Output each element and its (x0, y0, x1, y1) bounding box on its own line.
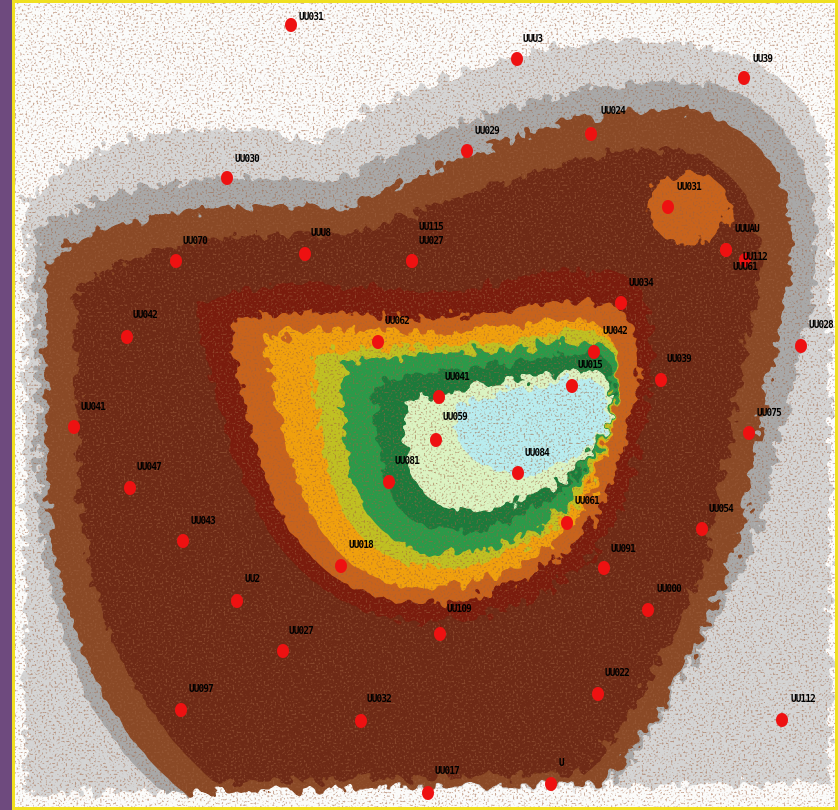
source-marker[interactable] (433, 390, 445, 404)
source-marker[interactable] (512, 466, 524, 480)
source-marker[interactable] (642, 603, 654, 617)
source-marker[interactable] (434, 627, 446, 641)
source-marker[interactable] (355, 714, 367, 728)
source-marker[interactable] (592, 687, 604, 701)
source-label: UU034 (629, 276, 654, 289)
source-label: UU028 (809, 318, 834, 331)
dust-speckle (15, 3, 835, 807)
source-label: UU031 (677, 180, 702, 193)
source-label: UU115 (419, 220, 444, 233)
source-marker[interactable] (175, 703, 187, 717)
source-marker[interactable] (285, 18, 297, 32)
source-label: UU027 (419, 234, 444, 247)
source-marker[interactable] (177, 534, 189, 548)
source-marker[interactable] (121, 330, 133, 344)
source-marker[interactable] (170, 254, 182, 268)
source-label: UU075 (757, 406, 782, 419)
source-marker[interactable] (561, 516, 573, 530)
source-label: UU015 (578, 358, 603, 371)
source-label: UU112 (791, 692, 816, 705)
source-marker[interactable] (511, 52, 523, 66)
source-label: UU043 (191, 514, 216, 527)
source-label: UU042 (603, 324, 628, 337)
source-label: UU097 (189, 682, 214, 695)
source-marker[interactable] (406, 254, 418, 268)
source-label: UUUAU (735, 222, 760, 235)
source-marker[interactable] (299, 247, 311, 261)
source-marker[interactable] (422, 786, 434, 800)
source-label: UU000 (657, 582, 682, 595)
source-label: UU109 (447, 602, 472, 615)
source-label: UU030 (235, 152, 260, 165)
source-label: UU062 (385, 314, 410, 327)
source-marker[interactable] (655, 373, 667, 387)
source-label: UUU3 (523, 32, 543, 45)
source-label: UU041 (81, 400, 106, 413)
source-marker[interactable] (335, 559, 347, 573)
source-label: UU024 (601, 104, 626, 117)
source-label: UU059 (443, 410, 468, 423)
source-marker[interactable] (566, 379, 578, 393)
source-marker[interactable] (383, 475, 395, 489)
source-marker[interactable] (696, 522, 708, 536)
source-label: UU029 (475, 124, 500, 137)
source-label: UU031 (299, 10, 324, 23)
source-label: UU017 (435, 764, 460, 777)
source-marker[interactable] (795, 339, 807, 353)
source-marker[interactable] (221, 171, 233, 185)
source-marker[interactable] (739, 253, 751, 267)
source-label: UUU8 (311, 226, 331, 239)
source-marker[interactable] (662, 200, 674, 214)
source-label: UU084 (525, 446, 550, 459)
source-marker[interactable] (738, 71, 750, 85)
source-label: UU027 (289, 624, 314, 637)
source-label: UU047 (137, 460, 162, 473)
source-label: UU018 (349, 538, 374, 551)
source-marker[interactable] (588, 345, 600, 359)
source-label: UU022 (605, 666, 630, 679)
source-marker[interactable] (743, 426, 755, 440)
source-label: UU061 (575, 494, 600, 507)
source-label: UU39 (753, 52, 773, 65)
source-label: UU081 (395, 454, 420, 467)
source-marker[interactable] (68, 420, 80, 434)
map-frame: UU031 UUU3 UU39 UU024 UU029 UU030 UU031 UUUAU UU… (12, 0, 838, 810)
source-label: UU042 (133, 308, 158, 321)
source-label: UU039 (667, 352, 692, 365)
source-marker[interactable] (277, 644, 289, 658)
source-label: UU032 (367, 692, 392, 705)
source-marker[interactable] (124, 481, 136, 495)
source-marker[interactable] (615, 296, 627, 310)
source-marker[interactable] (372, 335, 384, 349)
source-label: UU091 (611, 542, 636, 555)
source-marker[interactable] (720, 243, 732, 257)
source-label: UU070 (183, 234, 208, 247)
source-marker[interactable] (545, 777, 557, 791)
source-marker[interactable] (585, 127, 597, 141)
intensity-map (15, 3, 835, 807)
source-label: UU112 (743, 250, 768, 263)
source-label: UU2 (245, 572, 260, 585)
source-marker[interactable] (776, 713, 788, 727)
source-label: UU054 (709, 502, 734, 515)
source-label: UUU61 (733, 260, 758, 273)
source-marker[interactable] (461, 144, 473, 158)
source-marker[interactable] (430, 433, 442, 447)
source-label: U (559, 756, 565, 769)
source-marker[interactable] (231, 594, 243, 608)
source-label: UU041 (445, 370, 470, 383)
source-marker[interactable] (598, 561, 610, 575)
